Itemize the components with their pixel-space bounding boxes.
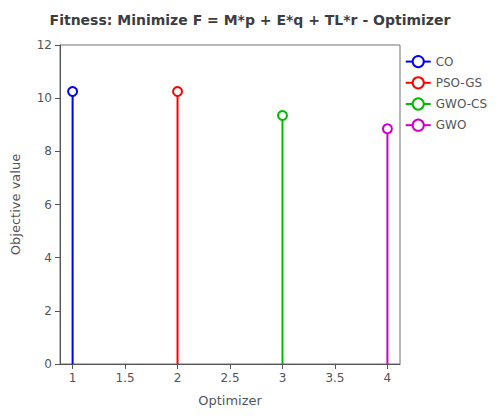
svg-text:10: 10 xyxy=(37,91,52,105)
svg-text:GWO-CS: GWO-CS xyxy=(436,97,487,111)
svg-text:Fitness: Minimize F = M*p + E*: Fitness: Minimize F = M*p + E*q + TL*r -… xyxy=(50,12,451,28)
svg-text:CO: CO xyxy=(436,55,454,69)
svg-text:GWO: GWO xyxy=(436,118,467,132)
svg-text:2: 2 xyxy=(174,371,182,385)
svg-text:12: 12 xyxy=(37,38,52,52)
svg-text:6: 6 xyxy=(44,198,52,212)
svg-text:4: 4 xyxy=(44,251,52,265)
svg-text:2: 2 xyxy=(44,304,52,318)
svg-text:1: 1 xyxy=(69,371,77,385)
svg-text:3.5: 3.5 xyxy=(325,371,344,385)
svg-text:4: 4 xyxy=(384,371,392,385)
svg-text:0: 0 xyxy=(44,357,52,371)
svg-text:3: 3 xyxy=(279,371,287,385)
svg-text:1.5: 1.5 xyxy=(116,371,135,385)
svg-text:PSO-GS: PSO-GS xyxy=(436,76,482,90)
svg-text:Optimizer: Optimizer xyxy=(198,393,262,408)
svg-text:2.5: 2.5 xyxy=(220,371,239,385)
svg-text:8: 8 xyxy=(44,144,52,158)
svg-text:Objective value: Objective value xyxy=(8,154,23,255)
